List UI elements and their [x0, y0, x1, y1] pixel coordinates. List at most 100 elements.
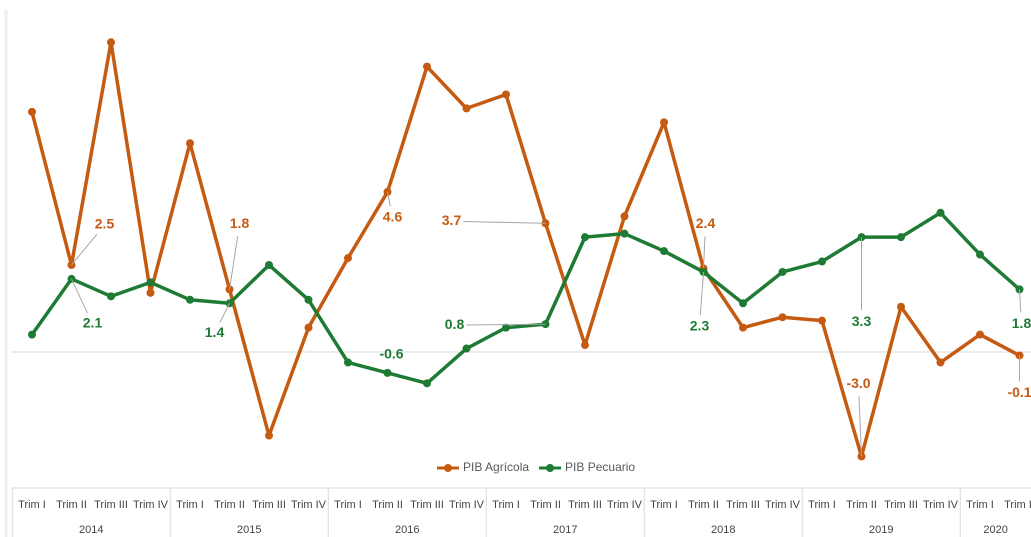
data-label: 3.7 [442, 212, 462, 228]
data-point [976, 250, 984, 259]
data-point [660, 247, 668, 256]
x-tick-label: Trim IV [291, 499, 327, 511]
x-tick-label: Trim II [688, 499, 719, 511]
data-point [502, 323, 510, 332]
data-label: 4.6 [383, 209, 403, 225]
data-point [146, 278, 155, 287]
x-tick-label: Trim II [372, 499, 403, 511]
data-label: 2.5 [95, 216, 115, 232]
data-point [818, 257, 826, 266]
data-label: 0.8 [445, 316, 465, 332]
data-point [344, 254, 352, 263]
data-point [976, 330, 984, 339]
data-point [739, 323, 747, 332]
data-point [383, 368, 392, 377]
x-tick-label: Trim I [492, 499, 520, 511]
data-point [620, 212, 629, 221]
x-tick-label: Trim III [568, 499, 602, 511]
leader-line [466, 323, 546, 326]
data-point [146, 288, 155, 297]
leader-line [1019, 289, 1022, 313]
data-point [778, 313, 787, 322]
x-tick-label: Trim II [1004, 499, 1031, 511]
x-group-label: 2016 [395, 524, 419, 536]
data-point [581, 341, 589, 350]
data-point [936, 208, 945, 217]
data-point [186, 295, 194, 304]
x-group-label: 2015 [237, 524, 261, 536]
data-point [304, 295, 313, 304]
data-point [778, 267, 787, 276]
legend-marker [444, 464, 452, 472]
data-point [818, 316, 826, 325]
data-point [304, 323, 313, 332]
data-point [28, 107, 36, 116]
data-label: 1.4 [205, 324, 225, 340]
x-tick-label: Trim I [334, 499, 362, 511]
series-line [30, 211, 1021, 386]
data-point [265, 261, 273, 269]
data-point [28, 330, 36, 339]
data-point [660, 118, 668, 127]
x-tick-label: Trim III [726, 499, 760, 511]
data-point [186, 139, 194, 148]
data-point [581, 233, 589, 242]
x-tick-label: Trim I [966, 499, 994, 511]
data-label: -0.6 [379, 346, 403, 362]
x-tick-label: Trim III [252, 499, 286, 511]
data-point [344, 358, 352, 367]
leader-line [858, 396, 862, 457]
data-label: -3.0 [846, 375, 870, 391]
x-tick-label: Trim II [846, 499, 877, 511]
leader-line [699, 271, 704, 316]
x-tick-label: Trim IV [449, 499, 485, 511]
data-point [265, 431, 273, 440]
data-point [620, 229, 629, 238]
data-point [897, 233, 905, 242]
leader-line [219, 303, 230, 323]
x-tick-label: Trim II [56, 499, 87, 511]
data-point [462, 344, 471, 353]
legend-label: PIB Pecuario [565, 460, 635, 474]
x-group-label: 2014 [79, 524, 103, 536]
legend-marker [546, 464, 555, 472]
data-point [423, 62, 431, 71]
x-group-label: 2017 [553, 524, 577, 536]
x-tick-label: Trim I [808, 499, 836, 511]
x-tick-label: Trim I [650, 499, 678, 511]
x-tick-label: Trim I [176, 499, 204, 511]
x-tick-label: Trim III [410, 499, 444, 511]
x-tick-label: Trim I [18, 499, 46, 511]
data-point [107, 292, 115, 301]
leader-line [387, 191, 391, 207]
data-label: 2.1 [83, 315, 103, 331]
data-point [897, 302, 905, 311]
data-label: -0.1 [1007, 384, 1031, 400]
data-label: 2.3 [690, 318, 710, 334]
x-tick-label: Trim III [94, 499, 128, 511]
x-group-label: 2019 [869, 524, 893, 536]
data-label: 1.8 [1012, 315, 1031, 331]
x-tick-label: Trim II [214, 499, 245, 511]
x-tick-label: Trim III [884, 499, 918, 511]
x-tick-label: Trim IV [133, 499, 169, 511]
data-point [936, 358, 945, 367]
leader-line [71, 278, 88, 314]
legend-label: PIB Agrícola [463, 460, 529, 474]
series-line [30, 40, 1021, 459]
data-point [423, 379, 431, 388]
x-group-label: 2020 [983, 524, 1007, 536]
leader-line [71, 233, 98, 266]
data-point [502, 90, 510, 99]
x-group-label: 2018 [711, 524, 735, 536]
data-label: 2.4 [696, 215, 716, 231]
leader-line [463, 220, 546, 224]
x-tick-label: Trim II [530, 499, 561, 511]
data-point [462, 104, 471, 113]
data-point [739, 299, 747, 308]
x-tick-label: Trim IV [923, 499, 959, 511]
leader-line [703, 236, 706, 269]
x-tick-label: Trim IV [765, 499, 801, 511]
